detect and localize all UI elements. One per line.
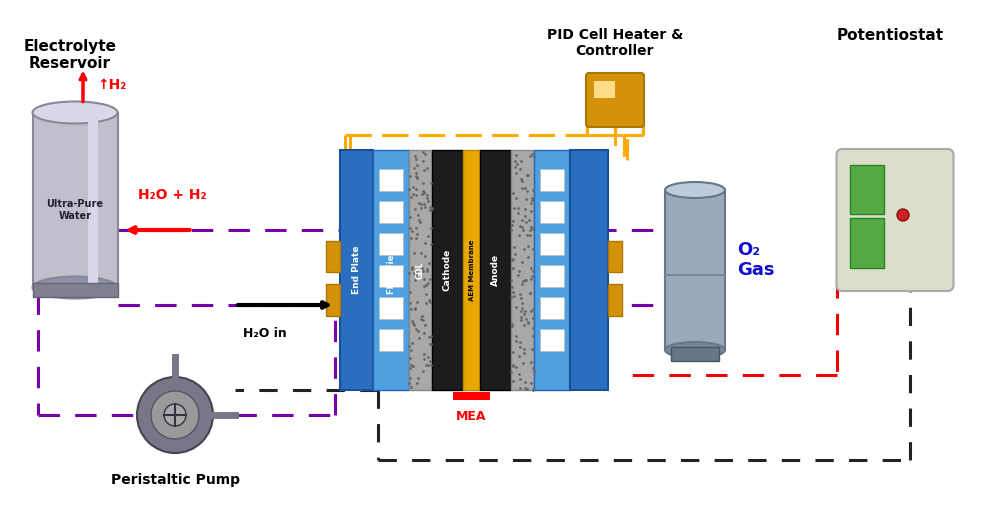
Text: H₂O in: H₂O in <box>243 327 287 340</box>
Text: AEM Membrane: AEM Membrane <box>468 239 475 301</box>
Text: GDL: GDL <box>416 261 425 279</box>
Bar <box>340 150 373 390</box>
Ellipse shape <box>665 182 725 198</box>
Ellipse shape <box>33 101 118 124</box>
Bar <box>33 113 118 287</box>
Bar <box>511 150 534 390</box>
Text: ↑H₂: ↑H₂ <box>97 78 126 91</box>
Bar <box>850 219 884 268</box>
Bar <box>594 81 615 98</box>
Text: Potentiostat: Potentiostat <box>836 28 944 43</box>
Bar <box>540 201 564 223</box>
Bar <box>671 347 719 361</box>
Circle shape <box>897 209 909 221</box>
Bar <box>432 150 463 390</box>
Circle shape <box>137 377 213 453</box>
Bar <box>409 150 432 390</box>
Bar <box>608 284 622 315</box>
Bar <box>379 297 403 319</box>
Circle shape <box>164 404 186 426</box>
Bar <box>540 169 564 191</box>
Bar <box>379 201 403 223</box>
Bar <box>850 165 884 214</box>
Text: End Plate: End Plate <box>352 246 361 294</box>
Text: H₂O + H₂: H₂O + H₂ <box>138 188 207 202</box>
Bar <box>379 233 403 255</box>
Text: MEA: MEA <box>456 410 487 423</box>
Text: Electrolyte
Reservoir: Electrolyte Reservoir <box>24 39 117 71</box>
Text: Anode: Anode <box>491 254 500 286</box>
Bar <box>570 150 608 390</box>
Bar <box>665 190 725 350</box>
Bar <box>540 265 564 287</box>
Text: Ultra-Pure
Water: Ultra-Pure Water <box>47 199 104 221</box>
Bar <box>453 392 490 400</box>
Bar <box>326 284 340 315</box>
Bar <box>326 241 340 272</box>
Ellipse shape <box>33 276 118 299</box>
Bar <box>379 265 403 287</box>
Bar <box>379 169 403 191</box>
Bar <box>540 297 564 319</box>
Circle shape <box>151 391 199 439</box>
Bar <box>33 282 118 297</box>
Bar <box>88 113 98 287</box>
Text: PID Cell Heater &
Controller: PID Cell Heater & Controller <box>547 28 683 58</box>
Bar <box>534 150 570 390</box>
Text: Cathode: Cathode <box>443 249 452 291</box>
Bar <box>463 150 480 390</box>
Bar <box>373 150 409 390</box>
Bar <box>379 329 403 351</box>
FancyBboxPatch shape <box>586 73 644 127</box>
Bar <box>480 150 511 390</box>
Bar <box>540 329 564 351</box>
Text: O₂
Gas: O₂ Gas <box>737 241 774 279</box>
Text: Flow Field: Flow Field <box>386 246 396 294</box>
Bar <box>540 233 564 255</box>
Bar <box>608 241 622 272</box>
Text: Peristaltic Pump: Peristaltic Pump <box>111 473 240 487</box>
Ellipse shape <box>665 342 725 358</box>
FancyBboxPatch shape <box>836 149 953 291</box>
